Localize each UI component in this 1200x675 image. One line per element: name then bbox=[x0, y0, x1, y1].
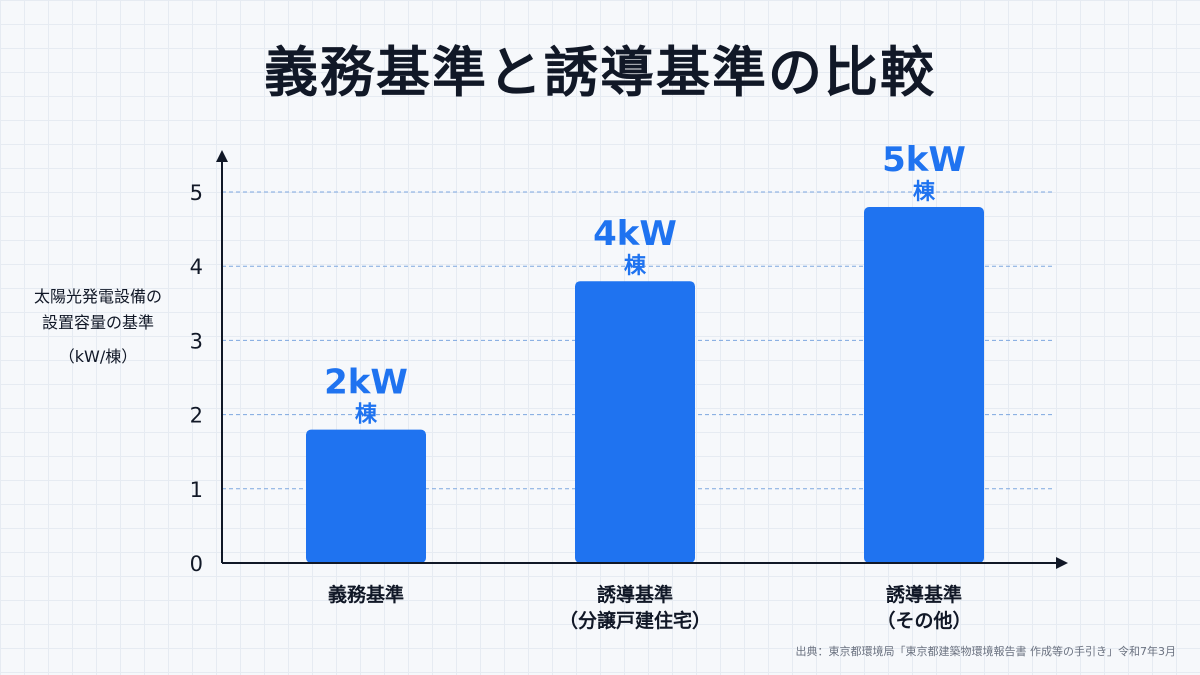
y-tick-label: 1 bbox=[190, 478, 203, 502]
y-axis-label-line: 設置容量の基準 bbox=[41, 313, 154, 332]
y-tick-label: 4 bbox=[190, 255, 203, 279]
bar bbox=[575, 281, 695, 563]
bar-value-unit: 棟 bbox=[913, 179, 936, 205]
y-tick-label: 2 bbox=[190, 404, 203, 428]
x-category-label: 誘導基準 bbox=[886, 583, 962, 606]
bar bbox=[306, 429, 426, 563]
bar-value-label: 4kW bbox=[593, 214, 677, 254]
chart-title: 義務基準と誘導基準の比較 bbox=[264, 41, 936, 104]
bar-value-unit: 棟 bbox=[355, 402, 378, 428]
source-note: 出典：東京都環境局「東京都建築物環境報告書 作成等の手引き」令和7年3月 bbox=[795, 645, 1177, 658]
x-category-label: （その他） bbox=[876, 609, 971, 632]
y-tick-label: 5 bbox=[190, 181, 203, 205]
bar-value-unit: 棟 bbox=[624, 253, 647, 279]
y-tick-label: 3 bbox=[190, 329, 203, 353]
x-axis-arrow bbox=[1056, 557, 1068, 569]
x-category-label: 義務基準 bbox=[328, 583, 404, 606]
bar bbox=[864, 207, 984, 563]
y-axis-label: 太陽光発電設備の 設置容量の基準 （kW/棟） bbox=[18, 284, 178, 370]
bar-value-label: 5kW bbox=[882, 140, 966, 180]
y-axis-label-line: 太陽光発電設備の bbox=[33, 287, 162, 306]
y-tick-label: 0 bbox=[190, 552, 203, 576]
x-category-label: 誘導基準 bbox=[597, 583, 673, 606]
y-axis-unit: （kW/棟） bbox=[58, 347, 138, 366]
x-category-label: （分譲戸建住宅） bbox=[559, 609, 711, 632]
bar-value-label: 2kW bbox=[324, 363, 408, 403]
y-axis-arrow bbox=[216, 150, 228, 162]
